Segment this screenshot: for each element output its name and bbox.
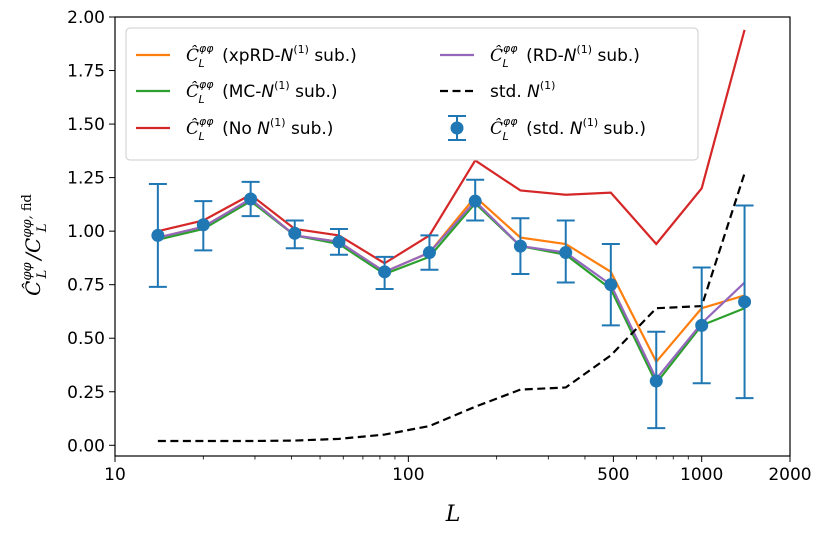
data-point	[378, 265, 392, 279]
legend-entry-std-N1-sub: Ĉφφ L (std. N(1) sub.)	[448, 115, 646, 143]
data-point	[649, 374, 663, 388]
series-line-No-N1	[157, 29, 746, 265]
plot-area	[148, 29, 754, 443]
error-bar-point	[285, 219, 304, 250]
legend-label: Ĉφφ L (MC-N(1) sub.)	[186, 78, 338, 106]
data-point	[422, 246, 436, 260]
legend-label: Ĉφφ L (std. N(1) sub.)	[490, 115, 646, 143]
y-axis-label: ĈφφL/Cφφ, fidL	[20, 194, 50, 296]
y-tick-label: 0.25	[67, 383, 105, 403]
legend-label: Ĉφφ L (RD-N(1) sub.)	[490, 42, 640, 70]
data-point	[288, 226, 302, 240]
data-point	[244, 192, 258, 206]
data-point	[513, 239, 527, 253]
data-point	[196, 218, 210, 232]
error-bar-point	[601, 242, 620, 327]
legend-swatch	[450, 121, 464, 135]
legend-entry-xpRD-N1: Ĉφφ L (xpRD-N(1) sub.)	[136, 42, 357, 70]
x-tick-label: 2000	[768, 465, 811, 485]
legend-label: Ĉφφ L (No N(1) sub.)	[186, 115, 333, 143]
x-tick-label: 100	[392, 465, 424, 485]
plot-frame	[114, 16, 791, 457]
x-axis-label: L	[445, 502, 461, 527]
series-line-std-N1	[157, 172, 746, 443]
y-tick-label: 0.75	[67, 276, 105, 296]
error-bar-point	[511, 217, 530, 275]
series-line-MC-N1	[157, 199, 745, 386]
legend: Ĉφφ L (xpRD-N(1) sub.) Ĉφφ L (MC-N(1) sub.)…	[125, 27, 699, 161]
data-point	[559, 246, 573, 260]
error-bar-point	[692, 266, 711, 385]
y-tick-label: 2.00	[67, 8, 105, 28]
data-point	[332, 235, 346, 249]
svg-text:ĈφφL/Cφφ, fidL: ĈφφL/Cφφ, fidL	[20, 194, 50, 296]
legend-entry-RD-N1: Ĉφφ L (RD-N(1) sub.)	[440, 42, 640, 70]
error-bar-point	[194, 200, 213, 252]
y-tick-label: 1.25	[67, 169, 105, 189]
error-bar-point	[329, 228, 348, 256]
error-bar-point	[375, 255, 394, 290]
data-point	[695, 318, 709, 332]
x-tick-label: 1000	[680, 465, 723, 485]
data-point	[468, 194, 482, 208]
error-bar-point	[466, 178, 485, 222]
error-bar-point	[647, 330, 666, 430]
error-bar-point	[148, 183, 167, 288]
data-point	[738, 295, 752, 309]
error-bar-point	[556, 219, 575, 284]
y-tick-label: 0.50	[67, 329, 105, 349]
error-bar-point	[241, 180, 260, 218]
x-tick-label: 10	[104, 465, 126, 485]
legend-entry-MC-N1: Ĉφφ L (MC-N(1) sub.)	[136, 78, 338, 106]
legend-entry-No-N1: Ĉφφ L (No N(1) sub.)	[136, 115, 333, 143]
y-tick-label: 1.75	[67, 62, 105, 82]
data-point	[604, 278, 618, 292]
y-tick-label: 1.00	[67, 222, 105, 242]
legend-box	[125, 27, 699, 161]
legend-label: std. N(1)	[490, 79, 555, 102]
x-tick-label: 500	[597, 465, 629, 485]
series-line-RD-N1	[157, 197, 746, 381]
data-point	[151, 228, 165, 242]
y-tick-label: 1.50	[67, 115, 105, 135]
y-tick-label: 0.00	[67, 436, 105, 456]
legend-label: Ĉφφ L (xpRD-N(1) sub.)	[186, 42, 357, 70]
error-bar-point	[735, 204, 754, 400]
legend-entry-std-N1: std. N(1)	[440, 79, 555, 102]
error-bar-point	[420, 234, 439, 271]
